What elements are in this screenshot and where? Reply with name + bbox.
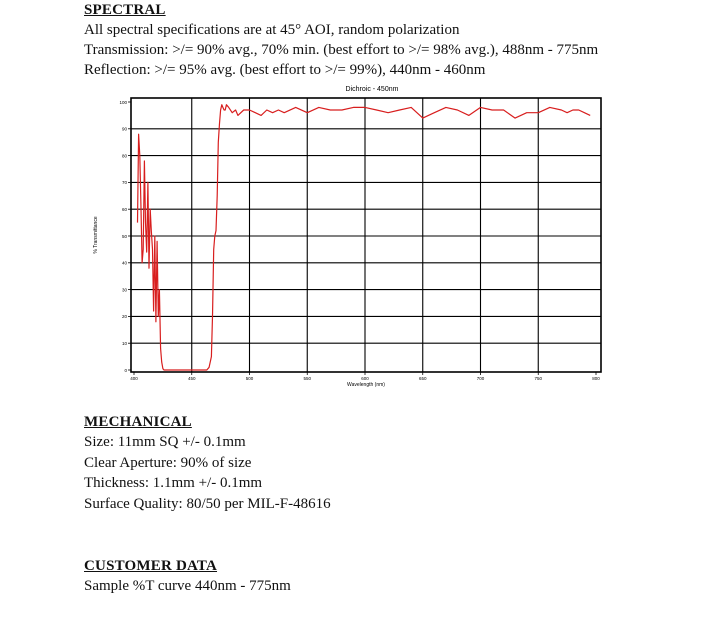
- x-tick-label: 700: [477, 376, 485, 381]
- x-tick-labels: 400 450 500 550 600 650 700 750 800: [130, 376, 600, 381]
- chart-grid: [128, 98, 601, 375]
- y-tick-label: 70: [122, 180, 128, 185]
- thickness-line: Thickness: 1.1mm +/- 0.1mm: [84, 475, 263, 491]
- y-tick-label: 40: [122, 261, 128, 266]
- x-axis-label: Wavelength (nm): [347, 382, 385, 388]
- plot-frame: [130, 97, 602, 373]
- transmittance-chart: Dichroic - 450nm 0102030405060708090100 …: [93, 86, 602, 388]
- y-tick-labels: 0 10 20 30 40 50 60 70 80 90 100: [119, 100, 127, 373]
- y-tick-label: 20: [122, 314, 128, 319]
- size-spec-line: Size: 11mm SQ +/- 0.1mm: [84, 434, 246, 450]
- y-axis-label: % Transmittance: [93, 216, 99, 253]
- surface-quality-line: Surface Quality: 80/50 per MIL-F-48616: [84, 496, 331, 512]
- x-tick-label: 400: [130, 376, 138, 381]
- x-tick-label: 450: [188, 376, 196, 381]
- y-tick-label: 0: [124, 368, 127, 373]
- sample-curve-line: Sample %T curve 440nm - 775nm: [84, 578, 291, 594]
- spectral-heading: SPECTRAL: [84, 2, 166, 18]
- x-tick-label: 600: [361, 376, 369, 381]
- x-tick-label: 550: [303, 376, 311, 381]
- transmittance-curve: [136, 104, 591, 371]
- y-tick-label: 50: [122, 234, 128, 239]
- x-tick-label: 500: [246, 376, 254, 381]
- x-tick-label: 650: [419, 376, 427, 381]
- chart-title: Dichroic - 450nm: [346, 86, 399, 93]
- clear-aperture-line: Clear Aperture: 90% of size: [84, 455, 252, 471]
- customer-data-heading: CUSTOMER DATA: [84, 558, 218, 574]
- y-tick-label: 90: [122, 127, 128, 132]
- x-tick-label: 800: [592, 376, 600, 381]
- mechanical-heading: MECHANICAL: [84, 414, 192, 430]
- y-tick-label: 10: [122, 341, 128, 346]
- x-tick-label: 750: [534, 376, 542, 381]
- y-tick-label: 80: [122, 153, 128, 158]
- y-tick-label: 30: [122, 287, 128, 292]
- transmission-spec-line: Transmission: >/= 90% avg., 70% min. (be…: [84, 42, 599, 58]
- aoi-spec-line: All spectral specifications are at 45° A…: [84, 22, 460, 38]
- y-tick-label: 60: [122, 207, 128, 212]
- y-tick-label: 100: [119, 100, 127, 105]
- reflection-spec-line: Reflection: >/= 95% avg. (best effort to…: [84, 62, 486, 78]
